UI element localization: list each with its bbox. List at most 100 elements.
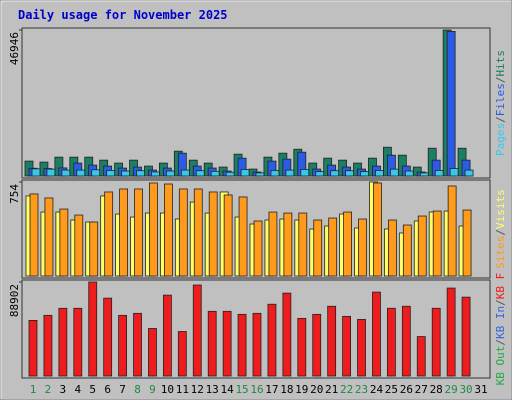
legend: Pages/Files/Hits: [494, 50, 507, 156]
x-tick-label: 10: [161, 383, 174, 396]
bar: [315, 171, 325, 177]
legend-separator: /: [494, 229, 507, 236]
x-tick-label: 16: [250, 383, 263, 396]
x-tick-label: 27: [415, 383, 428, 396]
bar: [29, 193, 39, 277]
bar: [270, 170, 280, 177]
bar: [401, 305, 411, 377]
bar: [464, 169, 474, 177]
bar: [283, 212, 293, 277]
legend-separator: /: [494, 77, 507, 84]
bar: [389, 168, 399, 177]
bar: [28, 320, 38, 377]
x-tick-label: 18: [280, 383, 293, 396]
bar: [358, 218, 367, 277]
bar: [121, 170, 130, 177]
bar: [193, 188, 203, 277]
bar: [136, 170, 145, 177]
x-tick-label: 19: [295, 383, 308, 396]
bar: [328, 217, 338, 277]
bar: [43, 314, 53, 377]
x-tick-label: 3: [60, 383, 67, 396]
x-tick-label: 29: [445, 383, 458, 396]
x-tick-label: 23: [355, 383, 368, 396]
x-tick-label: 5: [89, 383, 96, 396]
bar: [106, 170, 116, 177]
legend-entry: Visits: [494, 189, 507, 229]
bar: [313, 219, 323, 277]
legend-separator: /: [494, 299, 507, 306]
chart-title: Daily usage for November 2025: [18, 8, 228, 22]
x-tick-label: 7: [119, 383, 126, 396]
y-tick-label: 46946: [8, 32, 21, 65]
y-tick-label: 754: [8, 184, 21, 204]
plot-area: [21, 27, 491, 179]
legend-entry: KB Out: [494, 346, 507, 386]
x-tick-label: 15: [235, 383, 248, 396]
x-tick-label: 31: [474, 383, 487, 396]
bar: [61, 169, 71, 177]
legend-separator: /: [494, 116, 507, 123]
bar: [119, 188, 128, 277]
bar: [343, 211, 353, 277]
bar: [447, 185, 457, 277]
bar: [432, 210, 442, 277]
bar: [149, 182, 158, 277]
bar: [222, 310, 232, 377]
bar: [285, 169, 295, 177]
x-tick-label: 22: [340, 383, 353, 396]
bar: [151, 171, 160, 177]
bar: [59, 208, 69, 277]
bar: [312, 313, 322, 377]
x-tick-label: 9: [149, 383, 156, 396]
bar: [44, 197, 54, 277]
bar: [431, 307, 441, 377]
legend-entry: KB In: [494, 306, 507, 339]
bar: [255, 172, 265, 177]
bar: [342, 315, 352, 377]
bar: [148, 328, 157, 377]
x-tick-label: 11: [176, 383, 189, 396]
bar: [449, 168, 459, 177]
bar: [103, 297, 113, 377]
bar: [74, 214, 84, 277]
bar: [223, 194, 233, 277]
bar: [267, 303, 277, 377]
bar: [373, 182, 382, 277]
bar: [225, 171, 235, 177]
bar: [91, 169, 101, 177]
bar: [238, 196, 248, 277]
bar: [134, 188, 143, 277]
bar: [133, 312, 142, 377]
bar: [345, 170, 355, 177]
bar: [252, 312, 262, 377]
x-tick-label: 24: [370, 383, 384, 396]
bar: [419, 172, 429, 177]
legend: Sites/Visits: [494, 189, 507, 269]
x-tick-label: 4: [74, 383, 81, 396]
x-tick-label: 30: [459, 383, 472, 396]
bar: [165, 170, 175, 177]
x-tick-label: 2: [45, 383, 52, 396]
bar: [268, 211, 278, 277]
bar: [253, 220, 263, 277]
bar: [195, 170, 205, 177]
x-tick-label: 1: [30, 383, 37, 396]
legend-entry: Sites: [494, 236, 507, 269]
bar: [31, 168, 41, 177]
legend-entry: KB F: [494, 273, 507, 300]
x-tick-label: 25: [385, 383, 398, 396]
bar: [461, 296, 471, 377]
bar: [237, 313, 247, 377]
bar: [58, 307, 68, 377]
x-tick-label: 8: [134, 383, 141, 396]
bar: [357, 318, 366, 377]
bar: [416, 336, 426, 377]
x-tick-label: 21: [325, 383, 338, 396]
legend-separator: /: [494, 339, 507, 346]
bar: [375, 170, 384, 177]
bar: [76, 169, 86, 177]
bar: [462, 209, 472, 277]
bar: [104, 191, 114, 277]
